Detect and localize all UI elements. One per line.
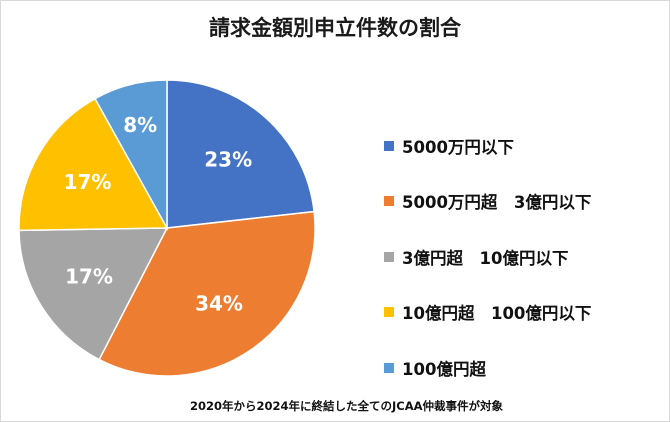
data-label: 17% bbox=[64, 170, 112, 194]
data-label: 17% bbox=[65, 264, 113, 288]
legend-label: 3億円超 10億円以下 bbox=[402, 248, 569, 268]
legend-label: 10億円超 100億円以下 bbox=[402, 304, 592, 324]
pie-slice bbox=[98, 210, 316, 377]
legend-swatch bbox=[384, 362, 394, 373]
footnote: 2020年から2024年に終結した全てのJCAA仲裁事件が対象 bbox=[190, 399, 504, 413]
chart-title: 請求金額別申立件数の割合 bbox=[209, 16, 461, 40]
legend-item: 100億円超 bbox=[384, 340, 591, 396]
legend-swatch bbox=[384, 196, 394, 207]
legend-label: 5000万円以下 bbox=[402, 137, 514, 157]
legend-item: 10億円超 100億円以下 bbox=[384, 285, 591, 341]
pie-slice bbox=[94, 79, 168, 231]
legend-item: 3億円超 10億円以下 bbox=[384, 229, 591, 285]
pie-slice bbox=[166, 79, 315, 229]
pie-slice bbox=[18, 97, 169, 232]
data-label: 23% bbox=[204, 148, 252, 172]
legend-label: 5000万円超 3億円以下 bbox=[402, 193, 592, 213]
legend-swatch bbox=[384, 251, 394, 262]
legend: 5000万円以下 5000万円超 3億円以下 3億円超 10億円以下 10億円超 10… bbox=[384, 118, 591, 396]
legend-swatch bbox=[384, 307, 394, 318]
legend-item: 5000万円以下 bbox=[384, 118, 591, 174]
legend-label: 100億円超 bbox=[402, 359, 486, 379]
legend-swatch bbox=[384, 140, 394, 151]
data-label: 34% bbox=[195, 292, 243, 316]
data-label: 8% bbox=[123, 113, 157, 137]
legend-item: 5000万円超 3億円以下 bbox=[384, 174, 591, 230]
pie-slice bbox=[18, 227, 169, 361]
